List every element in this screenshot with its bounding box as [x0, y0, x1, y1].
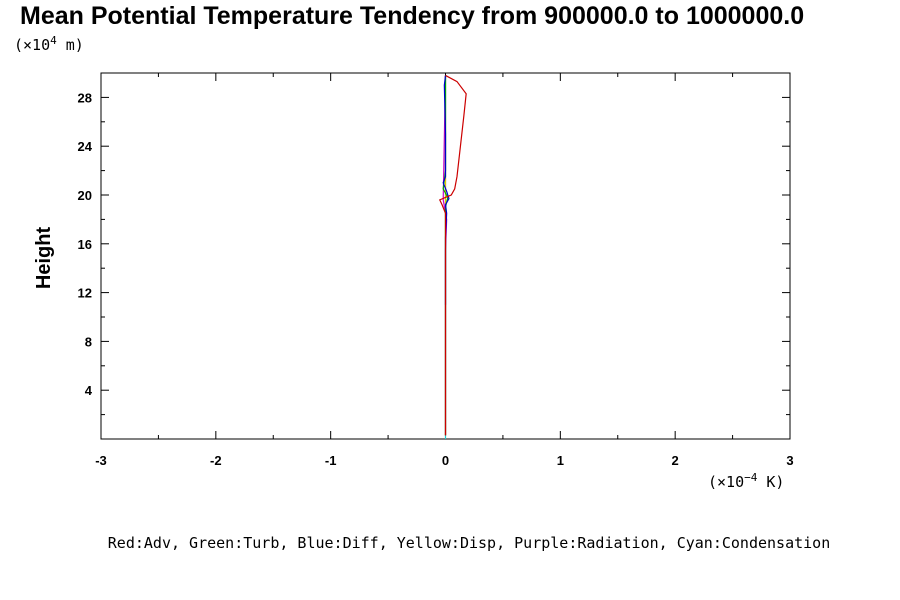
x-tick-label: -3	[95, 453, 107, 468]
x-tick-label: -1	[325, 453, 337, 468]
x-unit-prefix: (×10	[708, 473, 744, 491]
series-lines	[438, 74, 467, 439]
series-line-diff	[442, 75, 450, 305]
y-tick-label: 12	[78, 286, 92, 301]
x-tick-label: 2	[672, 453, 679, 468]
y-tick-label: 20	[78, 188, 92, 203]
series-line-adv	[438, 74, 467, 436]
y-tick-label: 24	[78, 139, 93, 154]
x-tick-label: -2	[210, 453, 222, 468]
x-unit-suffix: K)	[757, 473, 784, 491]
y-unit-suffix: m)	[57, 36, 84, 54]
x-unit-label: (×10−4 K)	[708, 471, 784, 491]
chart-title: Mean Potential Temperature Tendency from…	[20, 2, 804, 30]
y-tick-label: 28	[78, 90, 92, 105]
y-unit-exponent: 4	[50, 34, 57, 47]
y-tick-label: 4	[85, 383, 93, 398]
y-unit-prefix: (×10	[14, 36, 50, 54]
x-tick-label: 0	[442, 453, 449, 468]
y-axis-label: Height	[33, 227, 55, 290]
x-tick-label: 3	[786, 453, 793, 468]
x-tick-label: 1	[557, 453, 564, 468]
x-unit-exponent: −4	[744, 471, 758, 484]
y-tick-label: 8	[85, 334, 92, 349]
y-unit-label: (×104 m)	[14, 34, 84, 54]
y-tick-label: 16	[78, 237, 92, 252]
legend-caption: Red:Adv, Green:Turb, Blue:Diff, Yellow:D…	[108, 534, 830, 552]
